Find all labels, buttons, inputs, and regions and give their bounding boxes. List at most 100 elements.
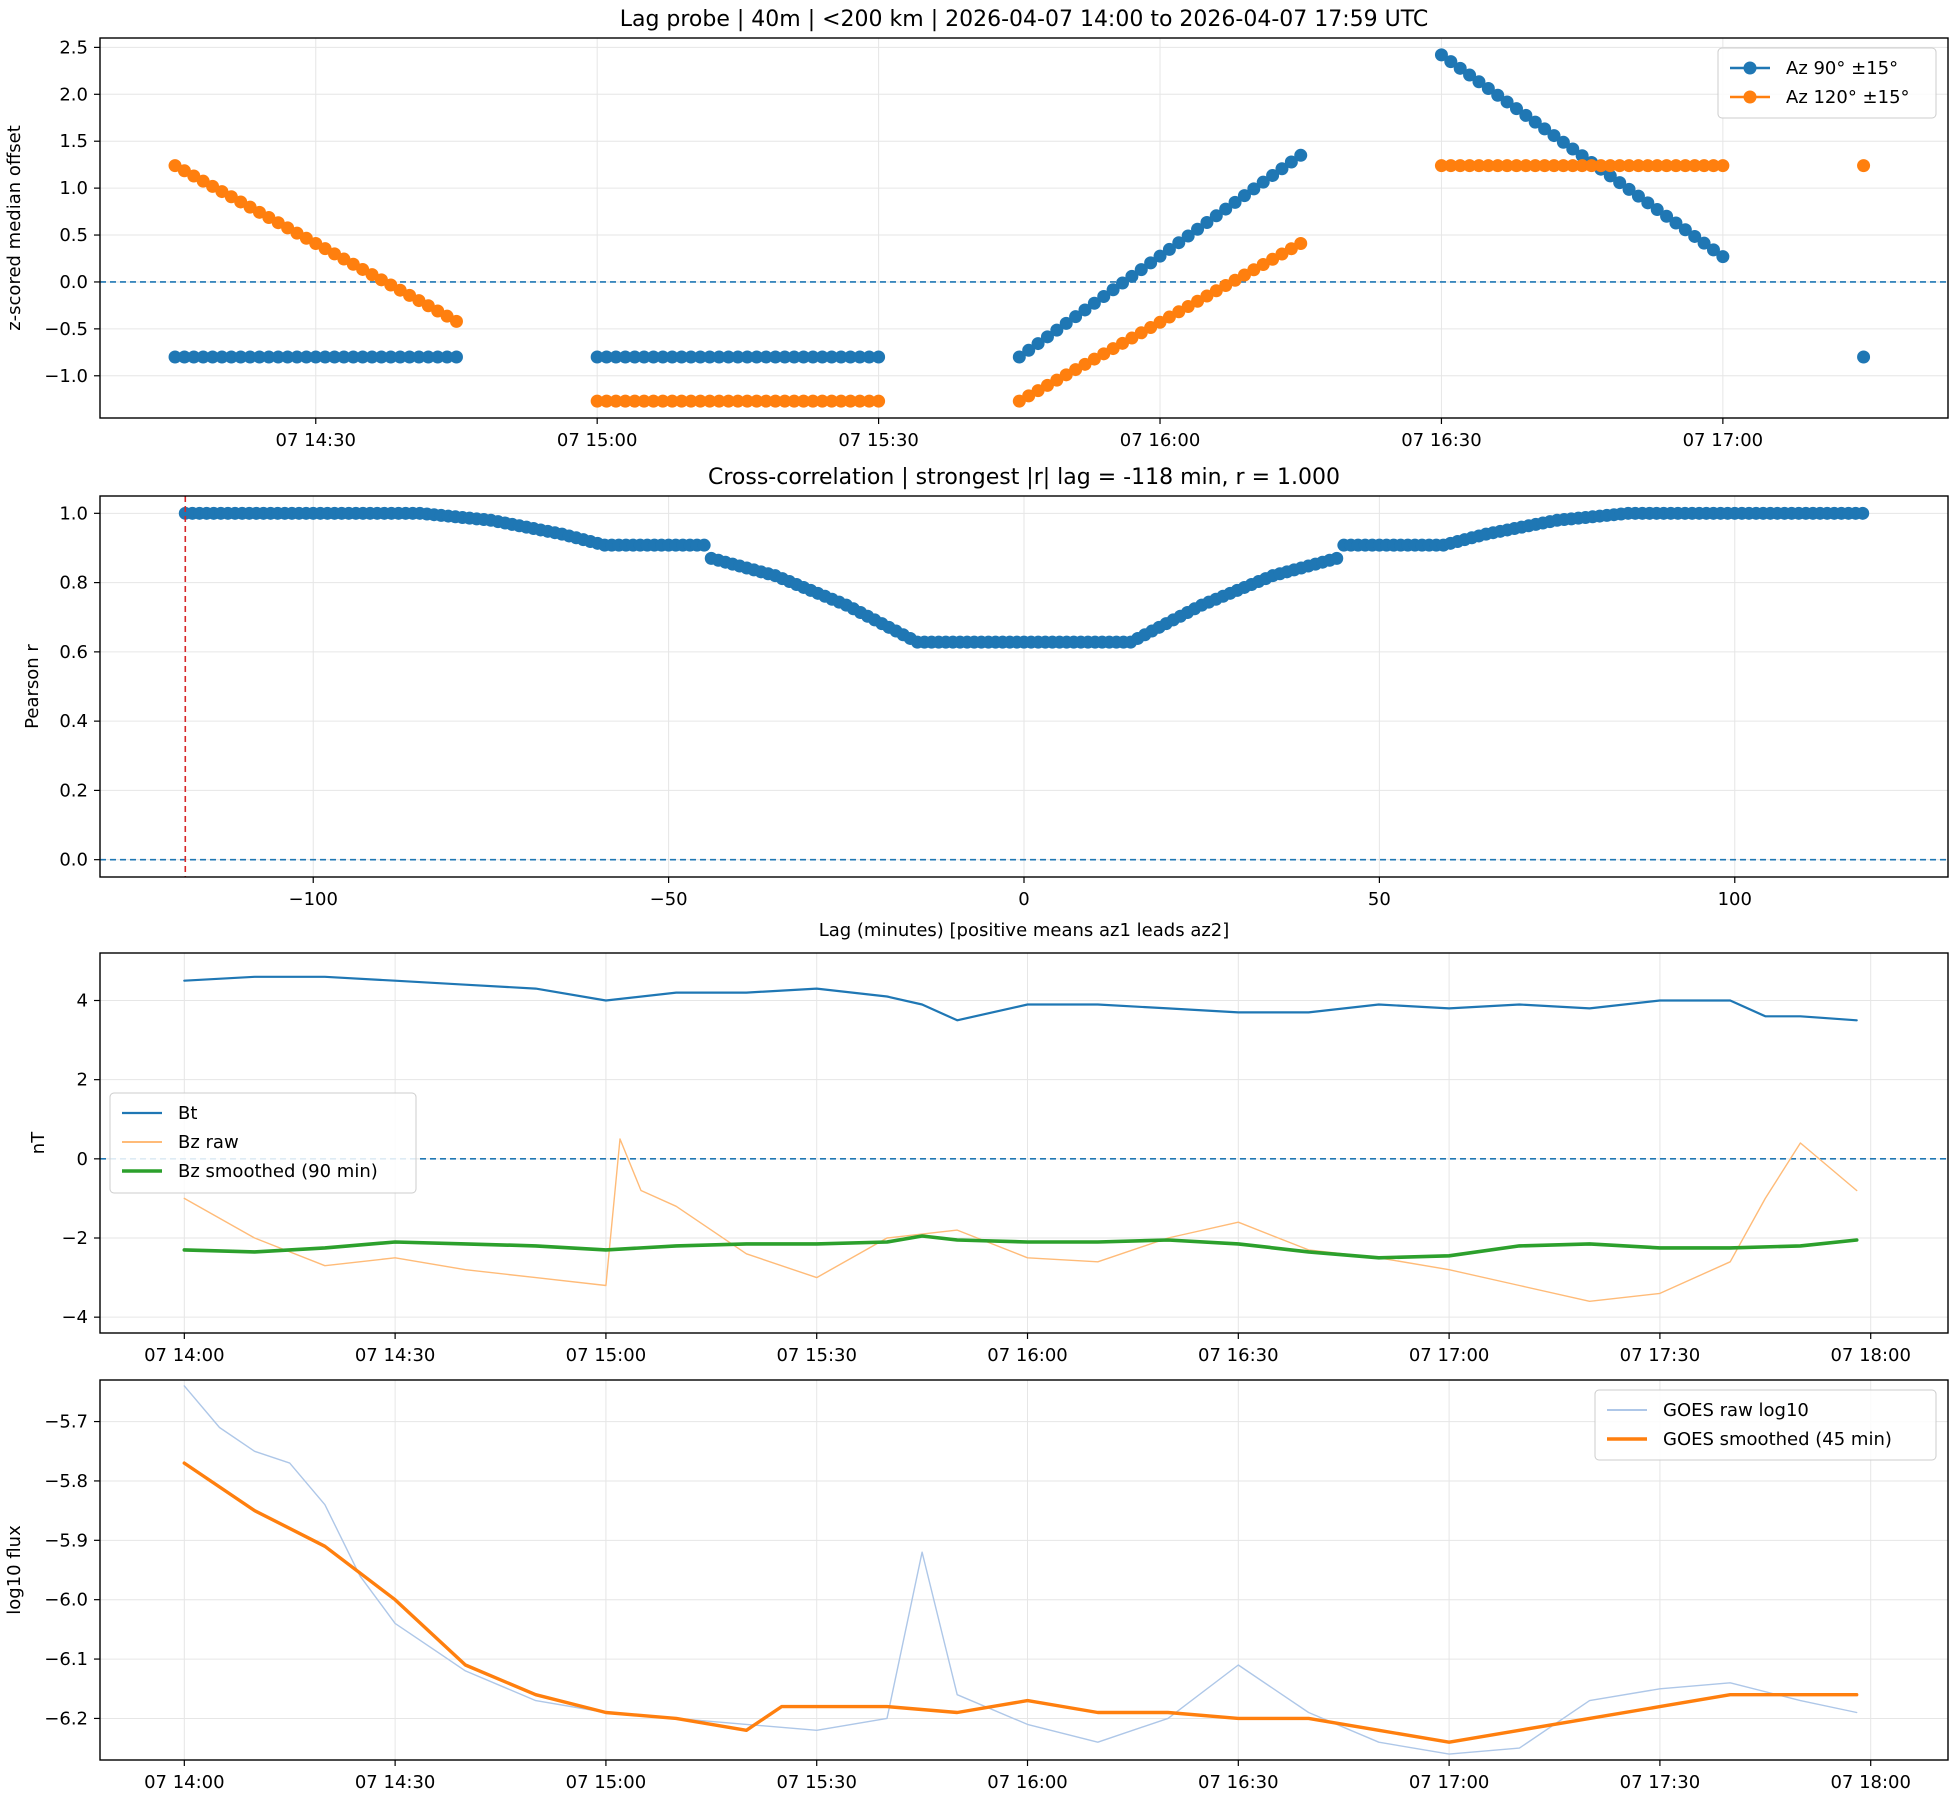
data-point (684, 394, 698, 408)
data-point (1125, 269, 1139, 283)
y-tick-label: 0.6 (59, 642, 88, 663)
series-az-120 (168, 159, 1871, 408)
data-point (1097, 289, 1111, 303)
x-tick-label: 07 16:00 (987, 1772, 1068, 1793)
y-tick-label: 0.0 (59, 850, 88, 871)
data-point (1575, 149, 1589, 163)
panel-3: 07 14:00 07 14:30 07 15:00 07 15:30 07 16:00… (28, 952, 1949, 1366)
data-point (1012, 350, 1026, 364)
data-point (825, 394, 839, 408)
data-point (787, 394, 801, 408)
data-point (1585, 159, 1599, 173)
data-point (1237, 189, 1251, 203)
data-point (1650, 159, 1664, 173)
data-point (1191, 222, 1205, 236)
data-point (750, 394, 764, 408)
series-line-2 (182, 1461, 1859, 1744)
panel-4: 07 14:00 07 14:30 07 15:00 07 15:30 07 16:00… (4, 1379, 1949, 1793)
gridlines (100, 496, 1948, 877)
x-tick-label: 07 15:00 (557, 430, 638, 451)
y-tick-label: −4 (61, 1307, 88, 1328)
data-point (778, 394, 792, 408)
data-point (862, 350, 876, 364)
x-tick-label: 07 14:30 (276, 430, 357, 451)
data-point (1594, 159, 1608, 173)
x-tick-label: 07 16:00 (1120, 430, 1201, 451)
data-point (853, 394, 867, 408)
data-point (1050, 323, 1064, 337)
data-point (1631, 159, 1645, 173)
data-point (628, 350, 642, 364)
data-point (1106, 283, 1120, 297)
x-tick-label: 07 17:00 (1683, 430, 1764, 451)
data-point (759, 350, 773, 364)
data-point (853, 350, 867, 364)
axes: 07 14:30 07 15:00 07 15:30 07 16:00 07 16:30… (44, 37, 1763, 451)
data-point (1144, 256, 1158, 270)
x-tick-label: 07 16:00 (987, 1345, 1068, 1366)
y-tick-label: −5.9 (44, 1530, 88, 1551)
data-point (590, 350, 604, 364)
data-point (206, 350, 220, 364)
data-point (1444, 55, 1458, 69)
data-point (843, 394, 857, 408)
data-point (693, 394, 707, 408)
data-point (1641, 159, 1655, 173)
data-point (328, 350, 342, 364)
x-tick-label: −50 (650, 889, 688, 910)
data-point (1538, 159, 1552, 173)
data-point (712, 394, 726, 408)
x-tick-label: 07 15:30 (838, 430, 919, 451)
data-point (1613, 176, 1627, 190)
data-point (1463, 159, 1477, 173)
data-point (1472, 75, 1486, 89)
data-point (675, 394, 689, 408)
series-pearson-r (178, 506, 1870, 649)
plot-frame (99, 952, 1949, 1334)
legend-label: Bz raw (178, 1132, 239, 1153)
data-point (1491, 159, 1505, 173)
data-point (1162, 242, 1176, 256)
x-tick-label: 07 15:30 (776, 1772, 857, 1793)
data-point (271, 350, 285, 364)
data-point (834, 394, 848, 408)
data-point (1509, 159, 1523, 173)
series-line-3 (182, 1234, 1859, 1260)
data-point (1453, 61, 1467, 75)
data-point (1256, 175, 1270, 189)
legend: Az 90° ±15° Az 120° ±15° (1717, 47, 1937, 119)
data-point (1172, 236, 1186, 250)
data-point (299, 350, 313, 364)
data-point (1538, 122, 1552, 136)
data-point (618, 394, 632, 408)
data-point (1500, 95, 1514, 109)
legend-marker (1743, 90, 1757, 104)
data-point (1556, 135, 1570, 149)
y-tick-label: −5.7 (44, 1412, 88, 1433)
data-point (1631, 189, 1645, 203)
data-point (1697, 236, 1711, 250)
data-point (1509, 102, 1523, 116)
y-tick-label: −5.8 (44, 1471, 88, 1492)
axes: 07 14:00 07 14:30 07 15:00 07 15:30 07 16:00… (44, 1412, 1911, 1793)
data-point (862, 394, 876, 408)
data-point (843, 350, 857, 364)
data-point (309, 350, 323, 364)
data-point (1857, 159, 1871, 173)
data-point (684, 350, 698, 364)
series-line-1 (183, 975, 1858, 1022)
series-line-2 (183, 1138, 1858, 1303)
data-point (1613, 159, 1627, 173)
y-tick-label: 0 (77, 1149, 88, 1170)
y-tick-label: 1.5 (59, 131, 88, 152)
data-point (1219, 202, 1233, 216)
data-point (1706, 159, 1720, 173)
data-point (1669, 159, 1683, 173)
data-point (1660, 209, 1674, 223)
legend-label: GOES raw log10 (1663, 1400, 1809, 1421)
data-point (1678, 159, 1692, 173)
data-point (806, 350, 820, 364)
data-point (1716, 159, 1730, 173)
data-point (1472, 159, 1486, 173)
data-point (600, 350, 614, 364)
